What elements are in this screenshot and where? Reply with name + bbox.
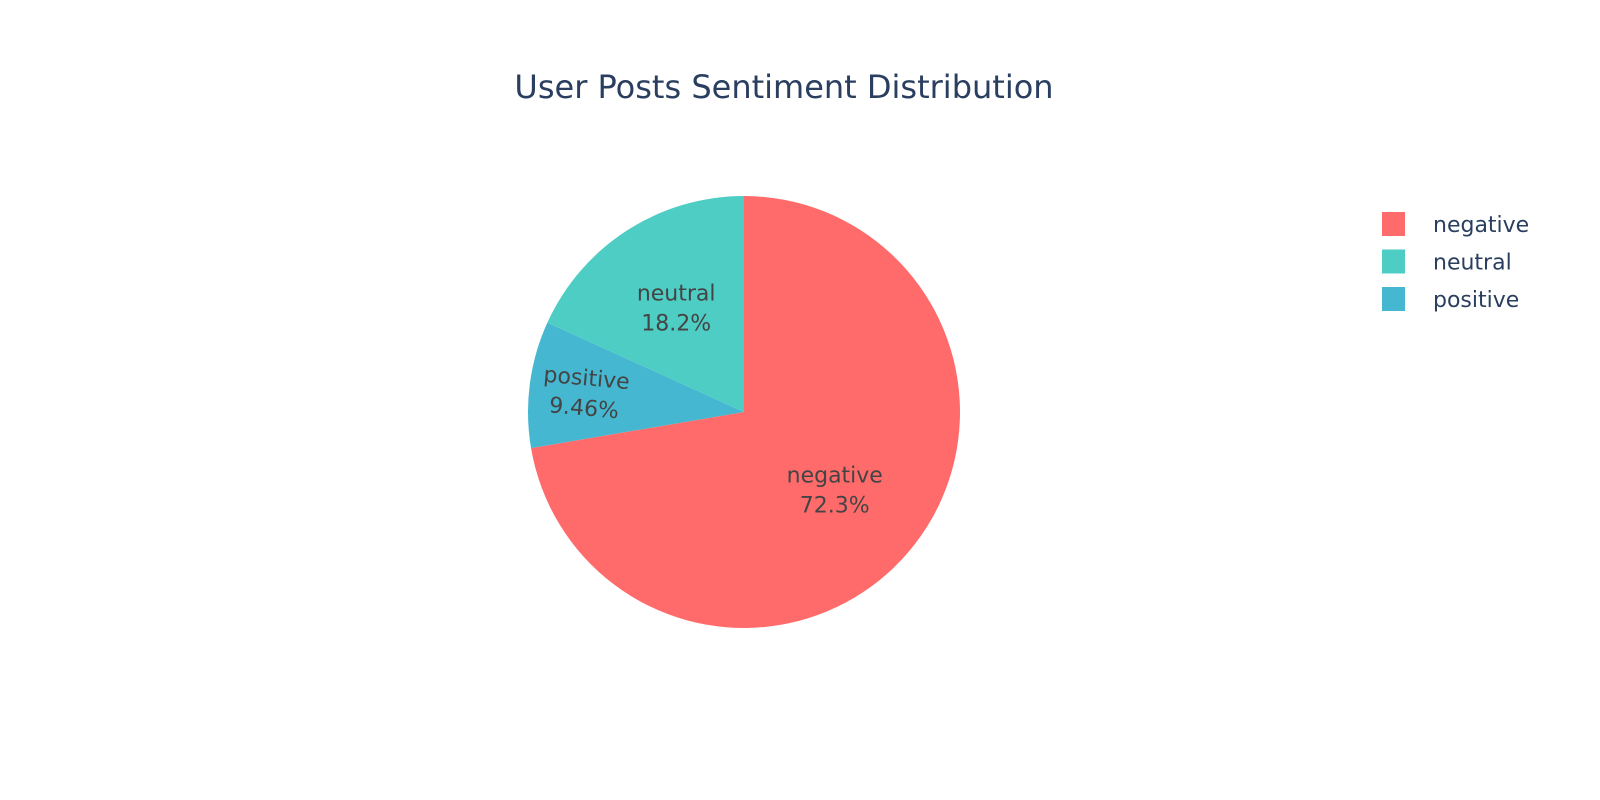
legend-swatch-neutral <box>1382 249 1405 274</box>
slice-percent-neutral: 18.2% <box>641 312 711 337</box>
slice-category-neutral: neutral <box>637 282 716 307</box>
legend-item-positive[interactable]: positive <box>1382 287 1519 313</box>
slice-labels: negative 72.3% positive9.46% neutral 18.2% <box>540 282 883 519</box>
legend-item-negative[interactable]: negative <box>1382 212 1529 238</box>
legend: negative neutral positive <box>1382 212 1529 313</box>
pie-slice-neutral[interactable] <box>547 196 744 412</box>
legend-swatch-positive <box>1382 287 1405 311</box>
legend-label-positive: positive <box>1433 288 1519 313</box>
legend-label-neutral: neutral <box>1433 251 1512 276</box>
slice-label-negative: negative 72.3% <box>787 464 883 519</box>
legend-label-negative: negative <box>1433 213 1529 238</box>
pie-slices <box>528 196 961 628</box>
pie-slice-negative[interactable] <box>531 196 961 628</box>
chart-title: User Posts Sentiment Distribution <box>514 68 1053 106</box>
slice-label-neutral: neutral 18.2% <box>637 282 716 337</box>
legend-item-neutral[interactable]: neutral <box>1382 249 1512 276</box>
slice-percent-positive: 9.46% <box>548 393 620 424</box>
slice-label-positive: positive9.46% <box>540 363 631 425</box>
slice-category-negative: negative <box>787 464 883 489</box>
pie-slice-positive[interactable] <box>528 322 744 449</box>
legend-swatch-negative <box>1382 212 1405 236</box>
slice-percent-negative: 72.3% <box>800 494 870 519</box>
